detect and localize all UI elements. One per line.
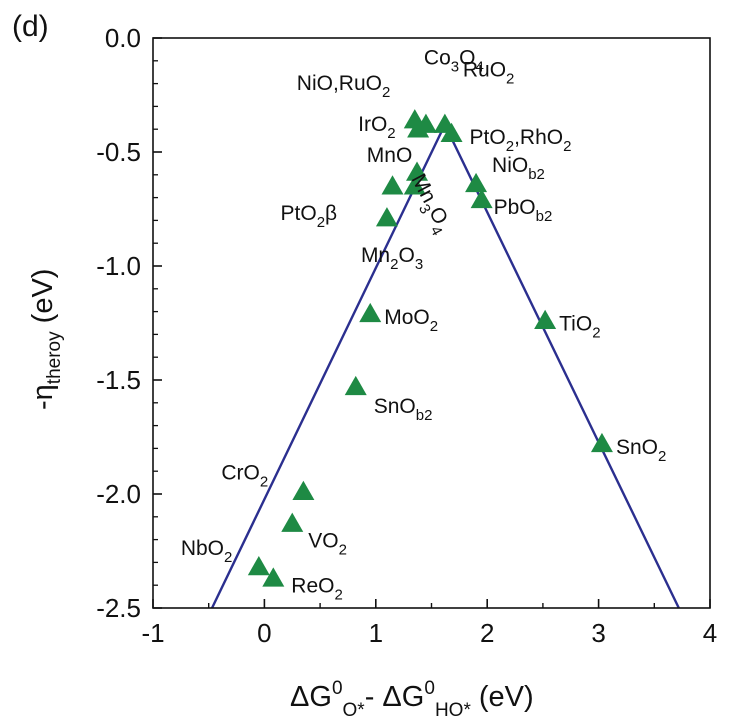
y-axis-label: -ηtheroy (eV) (27, 269, 65, 410)
data-point-label: NiOb2 (492, 154, 545, 183)
y-tick-label: -1.5 (96, 365, 141, 395)
volcano-line-group (210, 121, 680, 609)
panel-label: (d) (12, 10, 49, 43)
volcano-line (210, 121, 680, 609)
data-point-marker (534, 309, 557, 329)
data-point-marker (406, 161, 429, 181)
data-point-marker (247, 555, 270, 576)
y-tick-label: -2.0 (96, 479, 141, 509)
data-point-label: TiO2 (559, 313, 600, 342)
data-point-label: RuO2 (463, 59, 515, 88)
data-point-marker (470, 188, 493, 209)
data-point-marker (381, 175, 404, 195)
axis-ticks: -1 0 1 2 3 4 0.0 -0.5 -1.0 -1.5 -2.0 -2.5 (96, 23, 717, 648)
data-point-marker (414, 113, 437, 133)
data-point-marker (375, 207, 398, 227)
data-point-label: NiO,RuO2 (297, 72, 391, 101)
data-point-label: Mn3O4 (401, 170, 456, 239)
data-point-marker (590, 432, 613, 453)
data-point-marker (344, 375, 367, 396)
x-tick-label: 3 (591, 618, 605, 648)
data-point-marker (359, 302, 382, 323)
x-tick-label: 1 (369, 618, 383, 648)
data-point-label: CrO2 (221, 462, 268, 491)
x-tick-label: 4 (703, 618, 717, 648)
y-tick-label: -2.5 (96, 593, 141, 623)
data-point-label: PtO2,RhO2 (470, 126, 572, 155)
data-point-marker (292, 480, 315, 500)
data-markers (247, 109, 613, 587)
data-point-label: Co3O4 (424, 47, 484, 76)
y-tick-label: 0.0 (105, 23, 141, 53)
data-point-label: MoO2 (384, 306, 438, 335)
x-axis-label: ΔG0O*- ΔG0HO* (eV) (290, 678, 534, 721)
data-point-label: VO2 (308, 530, 347, 559)
data-point-marker (403, 175, 426, 195)
data-point-label: Mn2O3 (361, 244, 423, 273)
data-point-label: PtO2β (281, 202, 338, 231)
data-point-marker (440, 122, 463, 143)
data-point-label: MnO (367, 144, 413, 167)
data-point-label: PbOb2 (494, 196, 553, 225)
plot-frame (152, 37, 711, 609)
data-point-label: IrO2 (358, 113, 396, 142)
data-point-marker (262, 567, 285, 587)
x-tick-label: 0 (257, 618, 271, 648)
y-tick-label: -1.0 (96, 251, 141, 281)
y-axis-title: -ηtheroy (eV) (27, 269, 65, 410)
data-point-marker (465, 172, 488, 193)
data-labels: NbO2 ReO2 VO2 CrO2 SnOb2 MoO2 Mn2O3 PtO2β MnO Mn3… (181, 47, 666, 604)
data-point-marker (281, 512, 304, 532)
x-tick-label: -1 (141, 618, 164, 648)
x-tick-label: 2 (480, 618, 494, 648)
data-point-label: ReO2 (291, 574, 343, 603)
y-tick-label: -0.5 (96, 137, 141, 167)
data-point-label: SnOb2 (374, 395, 433, 424)
x-axis-title: ΔG0O*- ΔG0HO* (eV) (290, 678, 534, 721)
data-point-label: NbO2 (181, 537, 233, 566)
data-point-label: SnO2 (616, 436, 666, 465)
